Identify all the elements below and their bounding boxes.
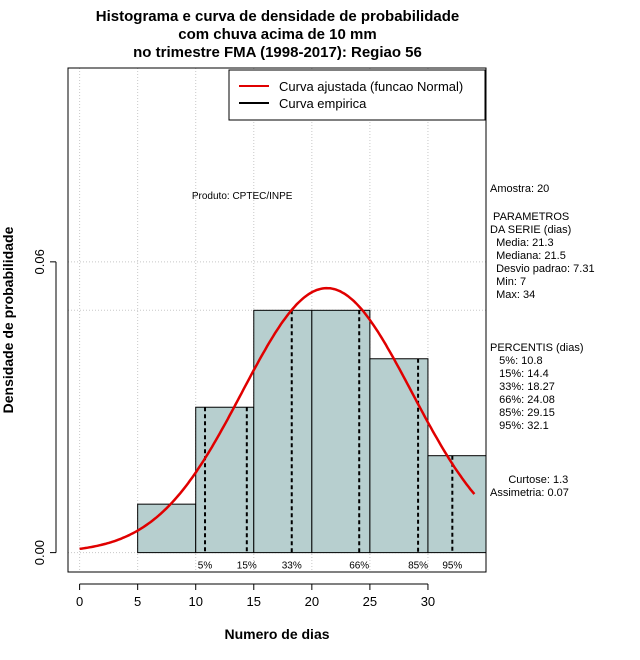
legend-label: Curva empirica	[279, 96, 367, 111]
x-tick-label: 30	[421, 594, 435, 609]
legend-box	[228, 69, 486, 121]
x-tick-label: 25	[363, 594, 377, 609]
series-parameters: PARAMETROS DA SERIE (dias) Media: 21.3 M…	[490, 211, 595, 301]
sample-size: Amostra: 20	[490, 183, 550, 195]
y-axis-label: Densidade de probabilidade	[0, 226, 16, 413]
percentile-label: 85%	[408, 561, 428, 572]
x-tick-label: 10	[188, 594, 202, 609]
plot-frame	[67, 67, 487, 573]
percentile-label: 15%	[237, 561, 257, 572]
normal-fit-curve	[79, 286, 476, 551]
y-tick-label: 0.06	[32, 249, 47, 274]
chart-title: Histograma e curva de densidade de proba…	[70, 8, 485, 62]
x-tick-label: 0	[76, 594, 83, 609]
x-axis-label: Numero de dias	[224, 626, 329, 642]
percentile-label: 5%	[198, 561, 213, 572]
legend-label: Curva ajustada (funcao Normal)	[279, 79, 463, 94]
chart-title-line-2: com chuva acima de 10 mm	[178, 26, 377, 43]
percentile-label: 95%	[442, 561, 462, 572]
histogram-bar	[253, 309, 313, 554]
x-tick-label: 20	[305, 594, 319, 609]
x-tick-label: 5	[134, 594, 141, 609]
percentile-values: PERCENTIS (dias) 5%: 10.8 15%: 14.4 33%:…	[490, 342, 584, 432]
percentile-label: 33%	[282, 561, 302, 572]
histogram-bar	[369, 358, 429, 554]
histogram-bar	[137, 503, 197, 554]
x-tick-label: 15	[247, 594, 261, 609]
shape-statistics: Curtose: 1.3 Assimetria: 0.07	[490, 474, 569, 499]
y-tick-label: 0.00	[32, 540, 47, 565]
histogram-bar	[311, 309, 371, 554]
product-annotation: Produto: CPTEC/INPE	[192, 191, 293, 202]
chart-title-line-3: no trimestre FMA (1998-2017): Regiao 56	[133, 44, 422, 61]
percentile-label: 66%	[349, 561, 369, 572]
chart-title-line-1: Histograma e curva de densidade de proba…	[95, 8, 460, 25]
